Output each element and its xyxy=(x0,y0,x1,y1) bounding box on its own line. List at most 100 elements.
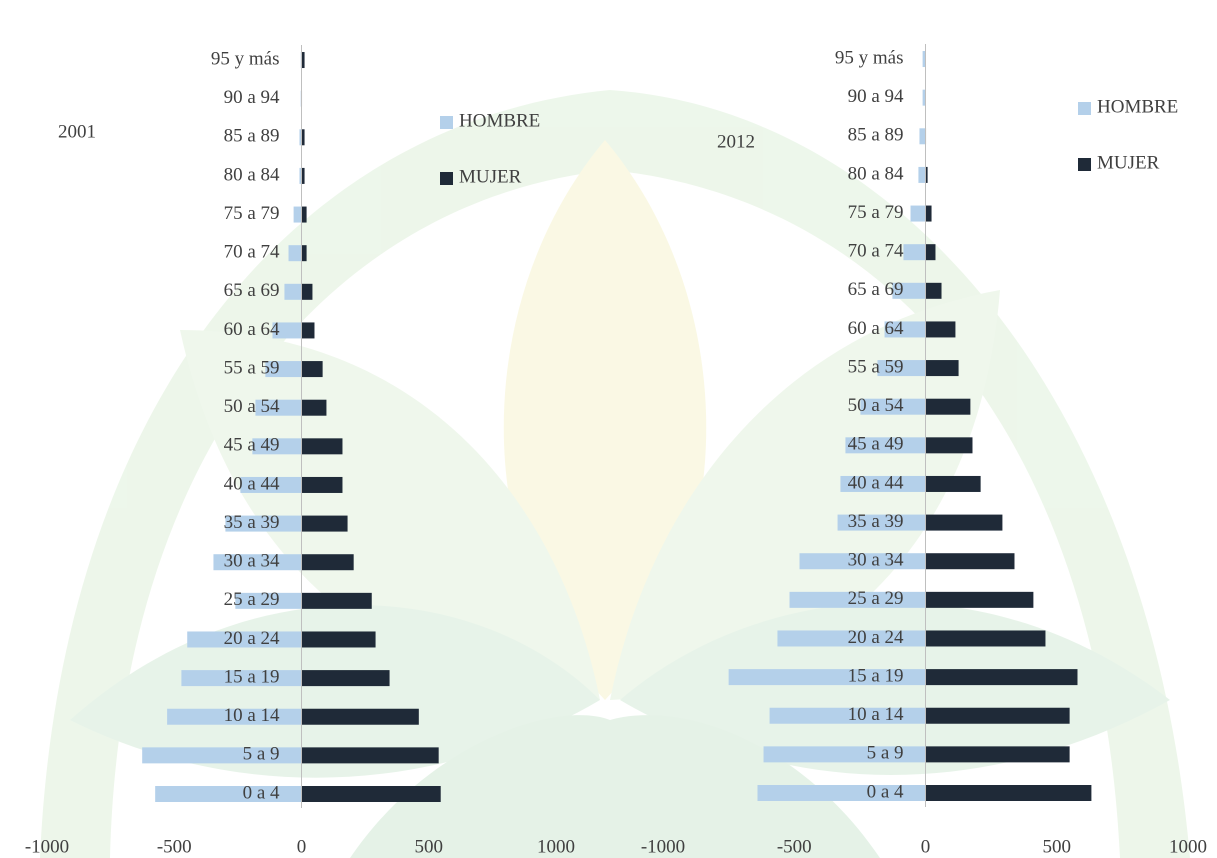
bar xyxy=(213,554,302,571)
bar xyxy=(288,245,302,262)
bar xyxy=(225,515,302,532)
bar xyxy=(284,283,302,300)
bar xyxy=(918,166,926,183)
bar xyxy=(301,476,343,493)
category-label: 10 a 14 xyxy=(224,705,280,726)
category-label: 55 a 59 xyxy=(848,356,904,377)
bar xyxy=(925,707,1070,724)
chart-title: 2012 xyxy=(717,131,755,152)
category-label: 85 a 89 xyxy=(848,125,904,146)
bar xyxy=(301,554,354,571)
bar xyxy=(301,786,441,802)
x-tick-label: 1000 xyxy=(1169,836,1207,857)
bar xyxy=(925,360,959,377)
category-label: 5 a 9 xyxy=(867,743,904,764)
bar xyxy=(925,205,932,222)
bar xyxy=(301,361,323,378)
bar xyxy=(255,399,302,416)
bar xyxy=(301,592,372,609)
category-label: 80 a 84 xyxy=(848,163,904,184)
category-label: 20 a 24 xyxy=(848,627,904,648)
category-label: 25 a 29 xyxy=(848,588,904,609)
category-label: 85 a 89 xyxy=(224,126,280,147)
category-label: 40 a 44 xyxy=(848,472,904,493)
bar xyxy=(769,707,926,724)
bar xyxy=(925,785,1092,801)
category-label: 50 a 54 xyxy=(224,396,280,417)
category-label: 60 a 64 xyxy=(848,318,904,339)
bar xyxy=(910,205,926,222)
bar xyxy=(925,321,956,338)
bar xyxy=(925,669,1078,686)
category-label: 30 a 34 xyxy=(224,551,280,572)
legend-label: MUJER xyxy=(459,166,522,187)
bar xyxy=(925,553,1015,570)
bar xyxy=(925,591,1034,608)
bar xyxy=(925,475,981,492)
bar xyxy=(272,322,302,339)
category-label: 70 a 74 xyxy=(848,241,904,262)
category-label: 80 a 84 xyxy=(224,164,280,185)
x-tick-label: -500 xyxy=(157,836,192,857)
legend-swatch xyxy=(1078,158,1091,171)
x-tick-label: 500 xyxy=(415,836,444,857)
bar xyxy=(301,747,439,764)
category-label: 65 a 69 xyxy=(848,279,904,300)
bar xyxy=(265,361,302,378)
legend-label: MUJER xyxy=(1097,152,1160,173)
bar xyxy=(925,282,942,299)
bar xyxy=(799,553,926,570)
bar xyxy=(925,398,971,415)
legend-swatch xyxy=(440,116,453,129)
bar xyxy=(301,515,348,532)
category-label: 50 a 54 xyxy=(848,395,904,416)
category-label: 5 a 9 xyxy=(243,744,280,765)
bar xyxy=(925,166,928,183)
bar xyxy=(777,630,926,647)
x-tick-label: -1000 xyxy=(641,836,685,857)
bar xyxy=(925,437,973,454)
category-label: 10 a 14 xyxy=(848,704,904,725)
bar xyxy=(301,52,305,69)
category-label: 55 a 59 xyxy=(224,357,280,378)
bar xyxy=(142,747,302,764)
bar xyxy=(840,475,926,492)
bar xyxy=(757,785,926,801)
category-label: 95 y más xyxy=(835,47,904,68)
bar xyxy=(884,321,926,338)
legend-label: HOMBRE xyxy=(1097,96,1178,117)
x-tick-label: -500 xyxy=(777,836,812,857)
legend-swatch xyxy=(440,172,453,185)
bar xyxy=(925,746,1070,763)
category-label: 60 a 64 xyxy=(224,319,280,340)
bar xyxy=(252,438,302,455)
category-label: 90 a 94 xyxy=(224,87,280,108)
x-tick-label: 1000 xyxy=(537,836,575,857)
category-label: 95 y más xyxy=(211,48,280,69)
category-label: 75 a 79 xyxy=(848,202,904,223)
bar xyxy=(845,437,926,454)
legend-label: HOMBRE xyxy=(459,110,540,131)
bar xyxy=(919,128,926,145)
legend-swatch xyxy=(1078,102,1091,115)
bar xyxy=(301,283,313,300)
x-tick-label: 500 xyxy=(1043,836,1072,857)
bar xyxy=(860,398,926,415)
category-label: 15 a 19 xyxy=(848,665,904,686)
category-label: 90 a 94 xyxy=(848,86,904,107)
bar xyxy=(240,476,302,493)
category-label: 35 a 39 xyxy=(848,511,904,532)
bar xyxy=(301,708,419,725)
bar xyxy=(301,129,305,146)
bar xyxy=(293,206,302,223)
bar xyxy=(181,670,302,687)
bar xyxy=(837,514,926,531)
x-tick-label: 0 xyxy=(921,836,931,857)
bar xyxy=(155,786,302,802)
x-tick-label: 0 xyxy=(297,836,307,857)
bar xyxy=(728,669,926,686)
bar xyxy=(925,244,936,261)
bar xyxy=(892,282,926,299)
category-label: 20 a 24 xyxy=(224,628,280,649)
bar xyxy=(301,206,307,223)
